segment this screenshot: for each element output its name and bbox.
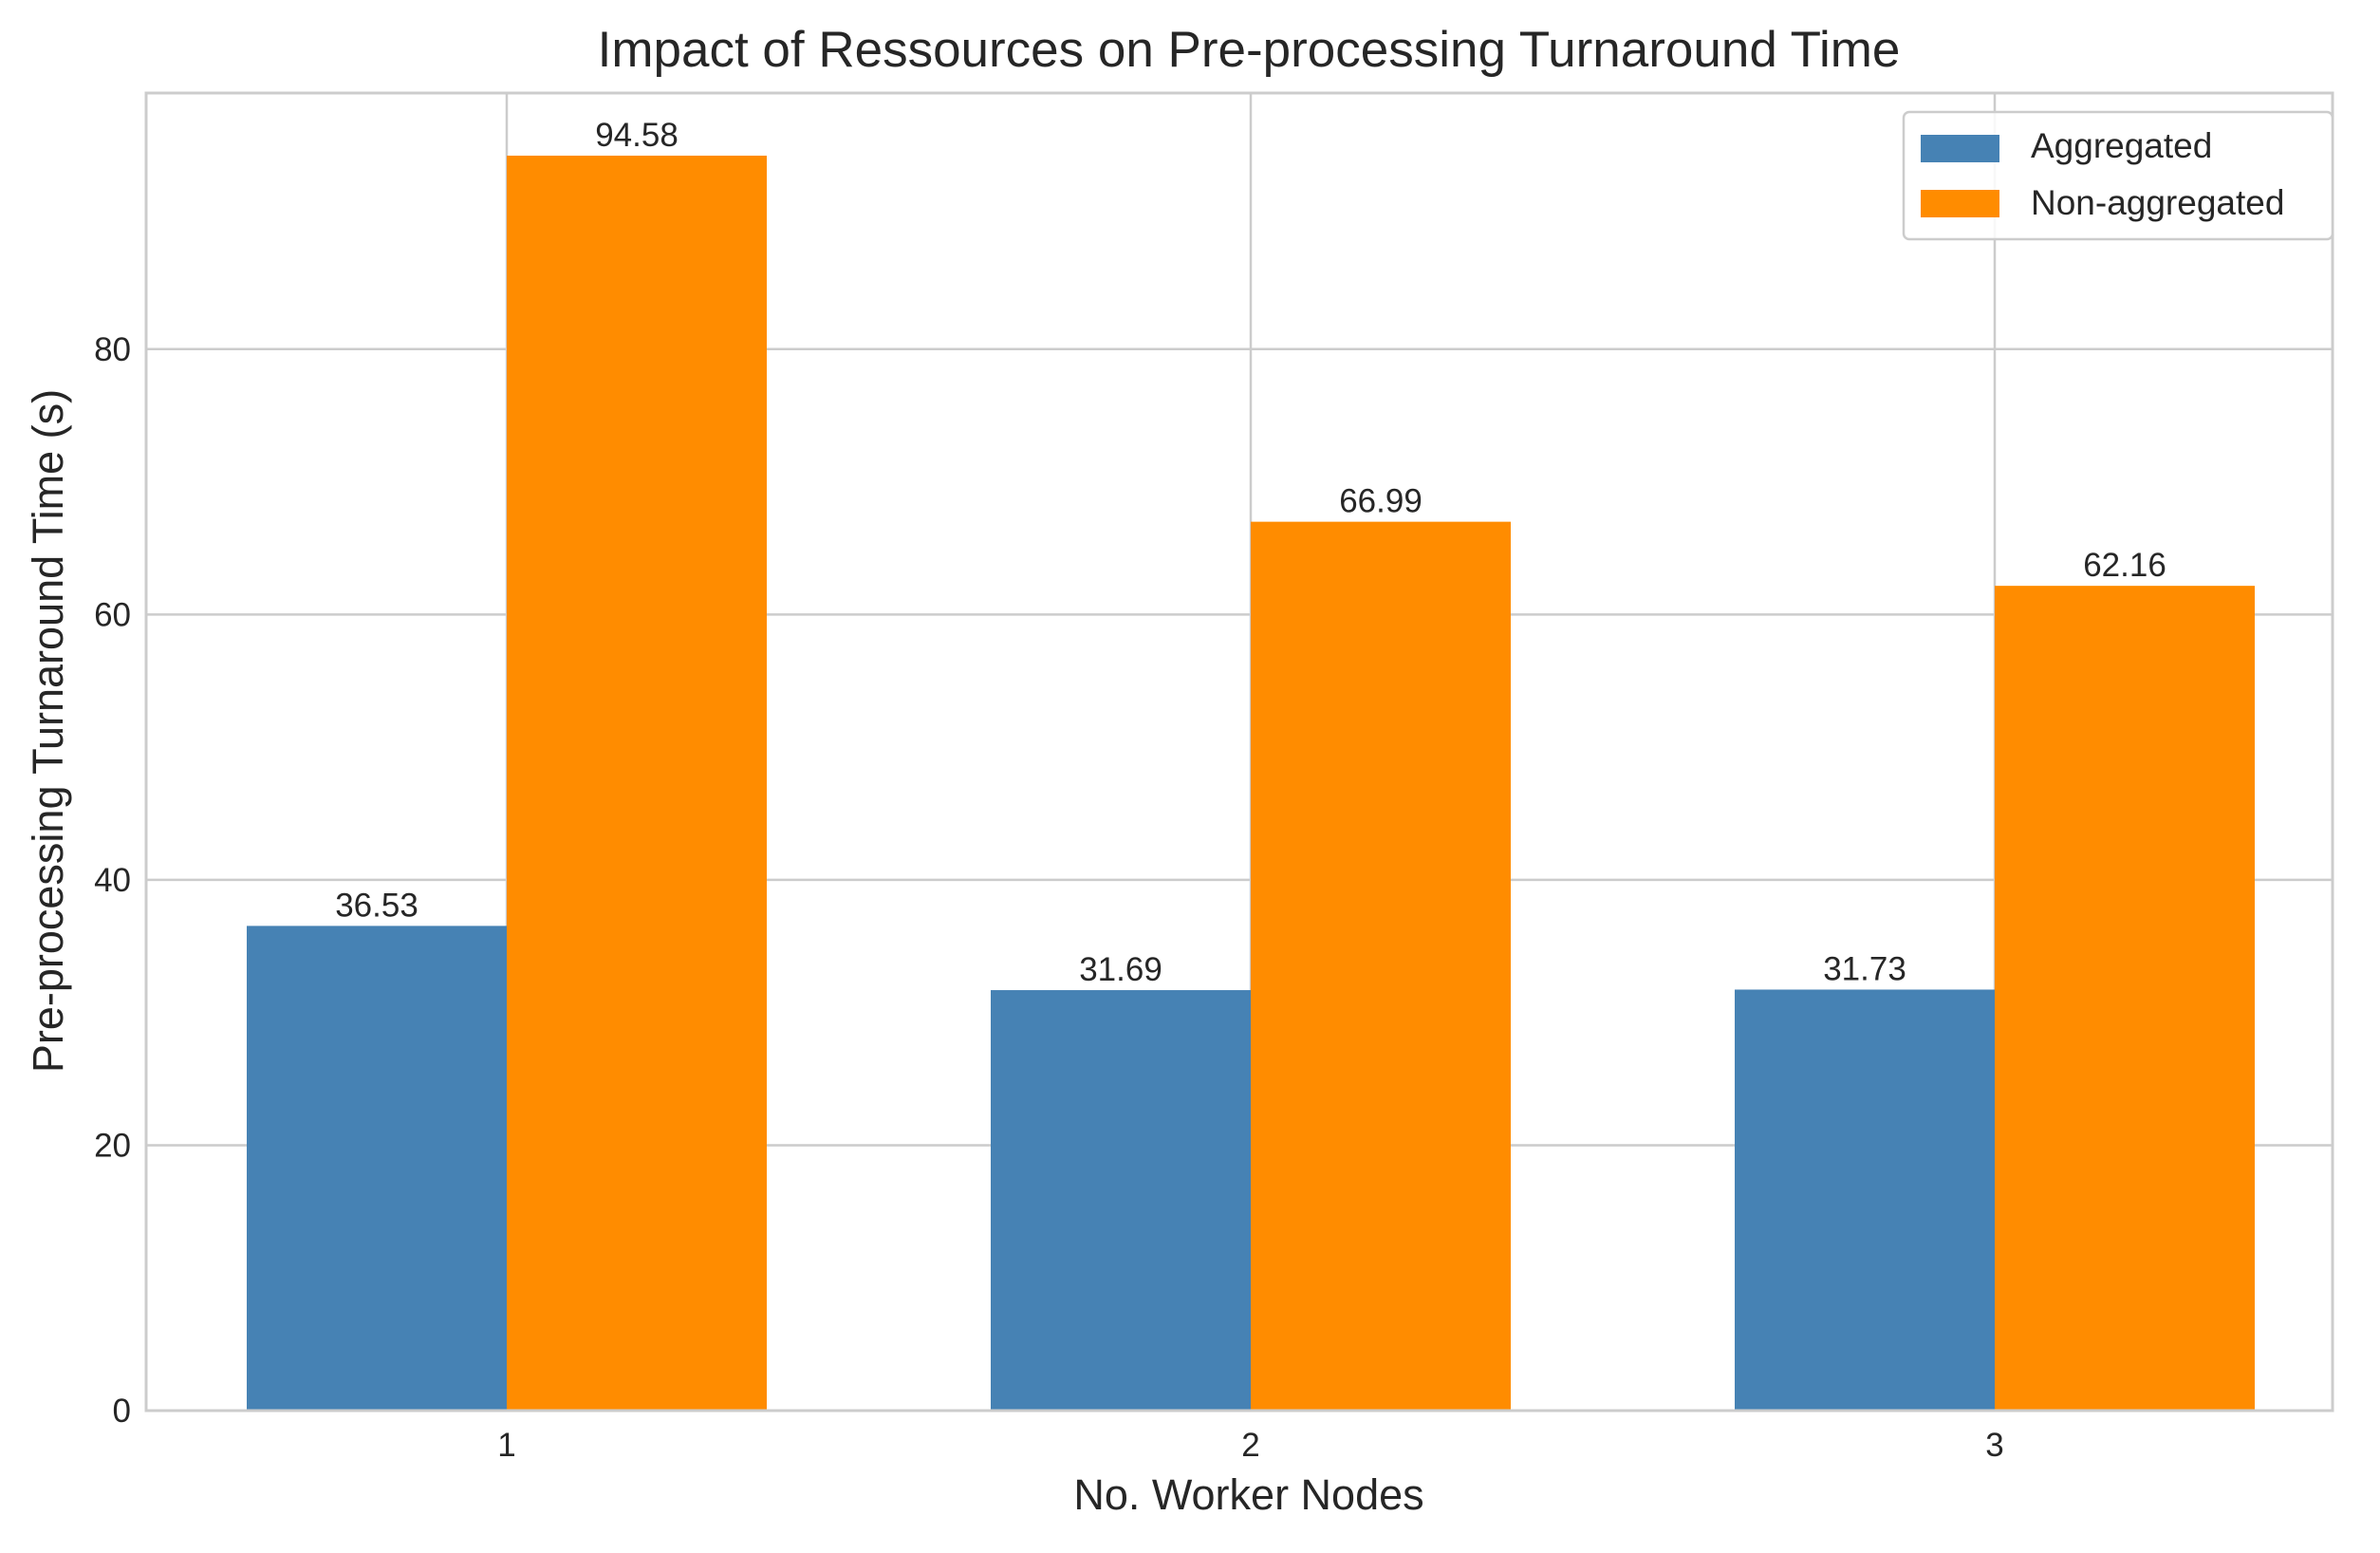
bar-non-aggregated xyxy=(1995,586,2255,1411)
legend-label-aggregated: Aggregated xyxy=(2031,126,2212,165)
y-axis-ticks: 0 20 40 60 80 xyxy=(94,331,131,1430)
bars xyxy=(247,155,2255,1411)
x-tick-label: 2 xyxy=(1241,1427,1259,1464)
legend: Aggregated Non-aggregated xyxy=(1902,110,2334,241)
y-tick-label: 60 xyxy=(94,596,131,633)
y-tick-label: 40 xyxy=(94,862,131,899)
chart-title: Impact of Ressources on Pre-processing T… xyxy=(598,22,1901,78)
legend-box xyxy=(1902,110,2334,241)
y-tick-label: 0 xyxy=(113,1393,131,1430)
x-tick-label: 1 xyxy=(497,1427,515,1464)
bar-aggregated xyxy=(991,990,1251,1411)
legend-swatch-non-aggregated xyxy=(1921,190,1999,217)
y-axis-label: Pre-processing Turnaround Time (s) xyxy=(24,389,72,1073)
bar-value-label: 31.73 xyxy=(1823,950,1906,987)
bar-aggregated xyxy=(1735,989,1995,1411)
bar-aggregated xyxy=(247,926,507,1411)
bar-value-label: 36.53 xyxy=(335,887,418,924)
bar-value-label: 66.99 xyxy=(1339,483,1422,520)
legend-swatch-aggregated xyxy=(1921,135,1999,162)
data-labels: 36.53 31.69 31.73 94.58 66.99 62.16 xyxy=(335,117,2166,988)
bar-non-aggregated xyxy=(1251,521,1511,1411)
y-tick-label: 20 xyxy=(94,1127,131,1164)
y-tick-label: 80 xyxy=(94,331,131,368)
bar-value-label: 94.58 xyxy=(595,117,679,154)
plot-frame xyxy=(144,91,2334,1413)
x-axis-ticks: 1 2 3 xyxy=(497,1427,2003,1464)
x-tick-label: 3 xyxy=(1985,1427,2003,1464)
bar-value-label: 62.16 xyxy=(2083,547,2166,584)
legend-label-non-aggregated: Non-aggregated xyxy=(2031,183,2284,222)
bar-value-label: 31.69 xyxy=(1079,951,1162,988)
bar-non-aggregated xyxy=(507,155,767,1411)
x-axis-label: No. Worker Nodes xyxy=(1073,1470,1423,1519)
